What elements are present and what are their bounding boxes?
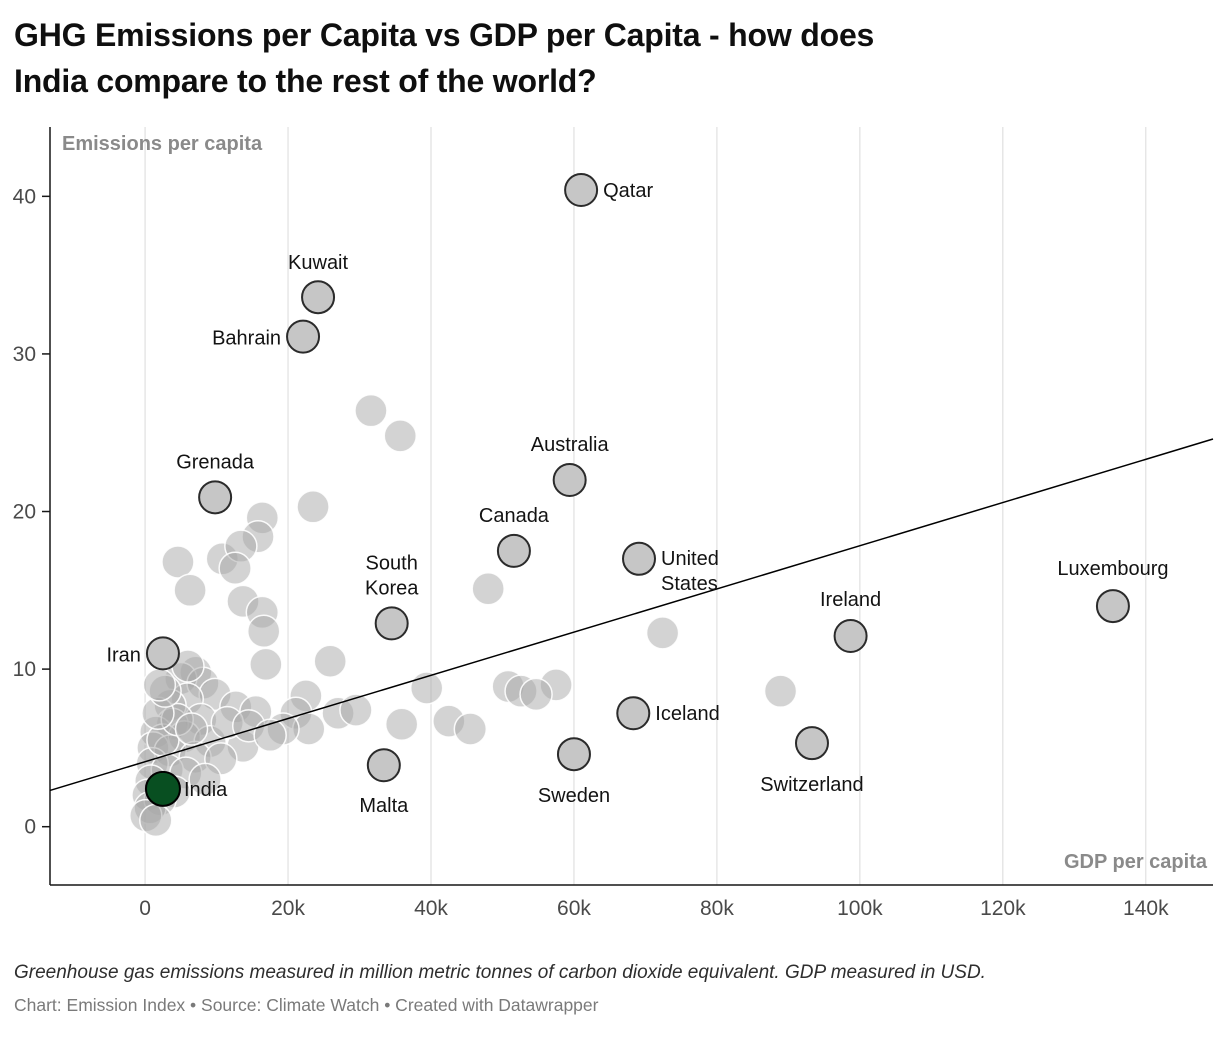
data-point[interactable] (249, 647, 283, 682)
y-tick-label: 20 (13, 501, 36, 524)
point-label-grenada: Grenada (176, 451, 255, 473)
data-point[interactable] (253, 718, 287, 753)
data-point-sweden[interactable] (556, 737, 591, 772)
data-point[interactable] (519, 677, 553, 712)
x-axis-title: GDP per capita (1064, 851, 1208, 873)
data-point[interactable] (188, 762, 222, 797)
data-point-india[interactable] (144, 770, 181, 807)
y-tick-label: 30 (13, 343, 36, 366)
point-label-ireland: Ireland (820, 589, 881, 611)
data-point[interactable] (142, 668, 177, 702)
point-label-luxembourg: Luxembourg (1057, 558, 1168, 580)
data-point-australia[interactable] (552, 462, 587, 497)
x-tick-label: 80k (700, 897, 734, 920)
data-point-iran[interactable] (145, 636, 180, 671)
point-label-sweden: Sweden (538, 785, 610, 807)
data-point[interactable] (409, 671, 444, 705)
point-label-bahrain: Bahrain (212, 328, 281, 350)
x-tick-label: 0 (139, 897, 151, 920)
data-point[interactable] (246, 614, 281, 649)
data-point-grenada[interactable] (198, 480, 233, 515)
chart-note: Greenhouse gas emissions measured in mil… (14, 962, 986, 983)
data-point[interactable] (161, 545, 195, 579)
data-point-luxembourg[interactable] (1095, 589, 1130, 624)
y-tick-label: 10 (13, 658, 36, 681)
point-label-switzerland: Switzerland (760, 774, 863, 796)
point-label-malta: Malta (359, 795, 409, 817)
data-point[interactable] (296, 490, 330, 524)
data-point-ireland[interactable] (833, 619, 868, 654)
data-point-kuwait[interactable] (301, 280, 336, 315)
x-tick-label: 20k (271, 897, 305, 920)
data-point[interactable] (173, 573, 207, 608)
point-label-qatar: Qatar (603, 180, 653, 202)
point-label-south-korea: South Korea (365, 552, 419, 599)
data-point-bahrain[interactable] (286, 319, 321, 354)
point-label-united-states: United States (661, 548, 719, 595)
data-point[interactable] (174, 712, 209, 746)
point-label-australia: Australia (531, 434, 610, 456)
y-tick-label: 0 (24, 816, 36, 839)
scatter-chart: 0 20k 40k 60k 80k 100k 120k 140k 0 10 20 30 40 Emissi… (0, 120, 1220, 940)
point-label-kuwait: Kuwait (288, 252, 348, 274)
data-point[interactable] (471, 571, 505, 606)
page-title-line-2: India compare to the rest of the world? (14, 63, 597, 99)
point-label-canada: Canada (479, 505, 550, 527)
data-point-iceland[interactable] (616, 696, 651, 731)
data-point[interactable] (354, 393, 388, 428)
data-point[interactable] (645, 616, 680, 650)
data-point-canada[interactable] (496, 533, 531, 568)
chart-byline: Chart: Emission Index • Source: Climate … (14, 995, 599, 1015)
data-point-switzerland[interactable] (794, 726, 829, 761)
data-point-qatar[interactable] (564, 173, 599, 208)
data-point[interactable] (313, 644, 347, 678)
data-point[interactable] (384, 707, 419, 742)
x-tick-label: 140k (1123, 897, 1169, 920)
data-point-united-states[interactable] (622, 541, 657, 576)
trend-line (49, 438, 1214, 792)
data-point[interactable] (139, 803, 173, 838)
scatter-svg: 0 20k 40k 60k 80k 100k 120k 140k 0 10 20 30 40 Emissi… (13, 127, 1214, 920)
y-axis-title: Emissions per capita (62, 133, 263, 155)
x-tick-label: 100k (837, 897, 883, 920)
page-title: GHG Emissions per Capita vs GDP per Capi… (0, 12, 1220, 104)
point-label-india: India (184, 779, 228, 801)
data-point[interactable] (763, 674, 798, 708)
data-point[interactable] (383, 419, 418, 453)
data-point-malta[interactable] (366, 748, 401, 783)
x-tick-label: 40k (414, 897, 448, 920)
point-label-iran: Iran (106, 644, 140, 666)
data-point[interactable] (218, 551, 252, 585)
point-label-iceland: Iceland (655, 703, 720, 725)
data-point[interactable] (339, 693, 373, 727)
x-tick-label: 60k (557, 897, 591, 920)
data-point[interactable] (453, 712, 488, 746)
x-tick-label: 120k (980, 897, 1026, 920)
data-point-south-korea[interactable] (374, 606, 409, 641)
y-tick-label: 40 (13, 185, 36, 208)
page-title-line-1: GHG Emissions per Capita vs GDP per Capi… (14, 17, 875, 53)
